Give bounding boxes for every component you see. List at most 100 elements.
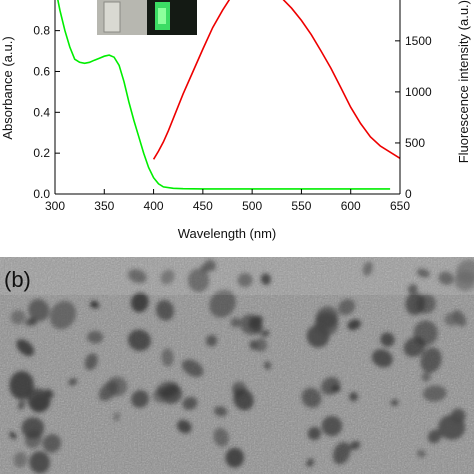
nanoparticle <box>420 347 442 373</box>
nanoparticle <box>27 388 51 412</box>
absorbance-series-line <box>57 0 391 190</box>
nanoparticle <box>349 440 361 451</box>
nanoparticle <box>127 329 151 352</box>
spectra-plot-svg: 300 350 400 450 500 550 600 650 0.0 0.2 0.4 0.6 0.8 0… <box>0 0 471 241</box>
nanoparticle <box>450 408 466 424</box>
nanoparticle <box>205 334 218 347</box>
nanoparticle <box>29 451 51 474</box>
nanoparticle <box>454 270 474 291</box>
nanoparticle <box>13 451 28 468</box>
panel-b-label: (b) <box>4 267 31 292</box>
nanoparticle <box>9 371 35 400</box>
nanoparticle <box>68 378 78 386</box>
nanoparticle <box>337 299 356 316</box>
right-y-tick-label: 1000 <box>405 85 432 99</box>
nanoparticle <box>209 289 236 318</box>
nanoparticle <box>106 376 128 397</box>
tem-image: (b) <box>0 257 474 474</box>
nanoparticle <box>42 434 62 453</box>
nanoparticle <box>301 387 322 408</box>
nanoparticle <box>306 324 330 348</box>
nanoparticle <box>182 396 198 410</box>
nanoparticle <box>25 317 34 327</box>
nanoparticle <box>347 319 361 331</box>
nanoparticle <box>407 284 418 295</box>
nanoparticle <box>416 449 426 458</box>
nanoparticle <box>444 312 458 327</box>
nanoparticle <box>403 337 426 357</box>
nanoparticle <box>260 273 271 285</box>
nanoparticle <box>225 447 245 468</box>
nanoparticle <box>261 330 270 337</box>
left-y-axis-label: Absorbance (a.u.) <box>0 36 15 139</box>
nanoparticle <box>427 429 442 444</box>
x-tick-label: 600 <box>341 199 361 213</box>
nanoparticle <box>9 431 17 439</box>
nanoparticle <box>161 348 174 367</box>
nanoparticle <box>200 263 210 273</box>
nanoparticle <box>113 412 120 422</box>
nanoparticle <box>10 310 26 325</box>
fluorescence-series-line <box>152 0 400 160</box>
nanoparticle <box>416 294 436 314</box>
x-axis-label: Wavelength (nm) <box>178 226 277 241</box>
nanoparticle <box>380 332 395 347</box>
nanoparticle <box>128 269 147 284</box>
nanoparticle <box>177 419 192 434</box>
nanoparticle <box>306 458 315 468</box>
left-y-tick-label: 0.8 <box>33 24 50 38</box>
right-y-tick-label: 0 <box>405 187 412 201</box>
x-tick-label: 300 <box>45 199 65 213</box>
nanoparticle <box>254 338 268 352</box>
nanoparticle <box>233 388 254 411</box>
x-tick-label: 650 <box>390 199 410 213</box>
nanoparticle <box>213 427 229 447</box>
right-y-tick-label: 500 <box>405 136 425 150</box>
x-tick-label: 550 <box>291 199 311 213</box>
spectra-chart: 300 350 400 450 500 550 600 650 0.0 0.2 0.4 0.6 0.8 0… <box>0 0 471 241</box>
nanoparticle <box>16 339 35 357</box>
nanoparticle <box>438 271 454 285</box>
right-y-tick-label: 1500 <box>405 34 432 48</box>
nanoparticle <box>130 292 149 313</box>
nanoparticle <box>213 406 228 417</box>
left-y-tick-label: 0.6 <box>33 64 50 78</box>
tem-micrograph: (b) <box>0 257 474 474</box>
x-tick-label: 500 <box>242 199 262 213</box>
nanoparticle <box>349 392 359 402</box>
nanoparticle <box>421 372 431 382</box>
nanoparticle <box>230 317 241 328</box>
nanoparticle <box>187 268 210 293</box>
nanoparticle <box>237 272 253 288</box>
nanoparticle <box>18 400 25 410</box>
nanoparticle <box>21 417 45 439</box>
x-tick-label: 350 <box>94 199 114 213</box>
x-tick-label: 450 <box>193 199 213 213</box>
nanoparticle <box>307 426 321 441</box>
nanoparticle <box>28 299 50 322</box>
nanoparticle <box>264 361 271 370</box>
left-y-tick-label: 0.4 <box>33 105 50 119</box>
nanoparticle <box>371 349 393 368</box>
x-tick-label: 400 <box>144 199 164 213</box>
nanoparticle <box>390 399 399 406</box>
nanoparticle <box>155 300 175 321</box>
nanoparticle <box>362 261 373 276</box>
nanoparticle <box>239 314 263 335</box>
nanoparticle <box>90 300 100 309</box>
nanoparticle <box>49 300 77 330</box>
nanoparticle <box>181 359 204 377</box>
nanoparticle <box>422 385 447 402</box>
cuvette-photo-inset <box>97 0 197 35</box>
nanoparticle <box>416 268 430 278</box>
nanoparticle <box>131 390 149 408</box>
nanoparticle <box>320 376 341 396</box>
nanoparticle <box>332 442 351 465</box>
nanoparticle <box>160 269 175 285</box>
nanoparticle <box>315 306 339 329</box>
nanoparticle <box>156 381 179 398</box>
right-y-axis-label: Fluorescence intensity (a.u.) <box>456 0 471 163</box>
nanoparticle <box>84 353 98 371</box>
left-y-tick-label: 0.2 <box>33 146 50 160</box>
nanoparticle <box>321 415 343 437</box>
